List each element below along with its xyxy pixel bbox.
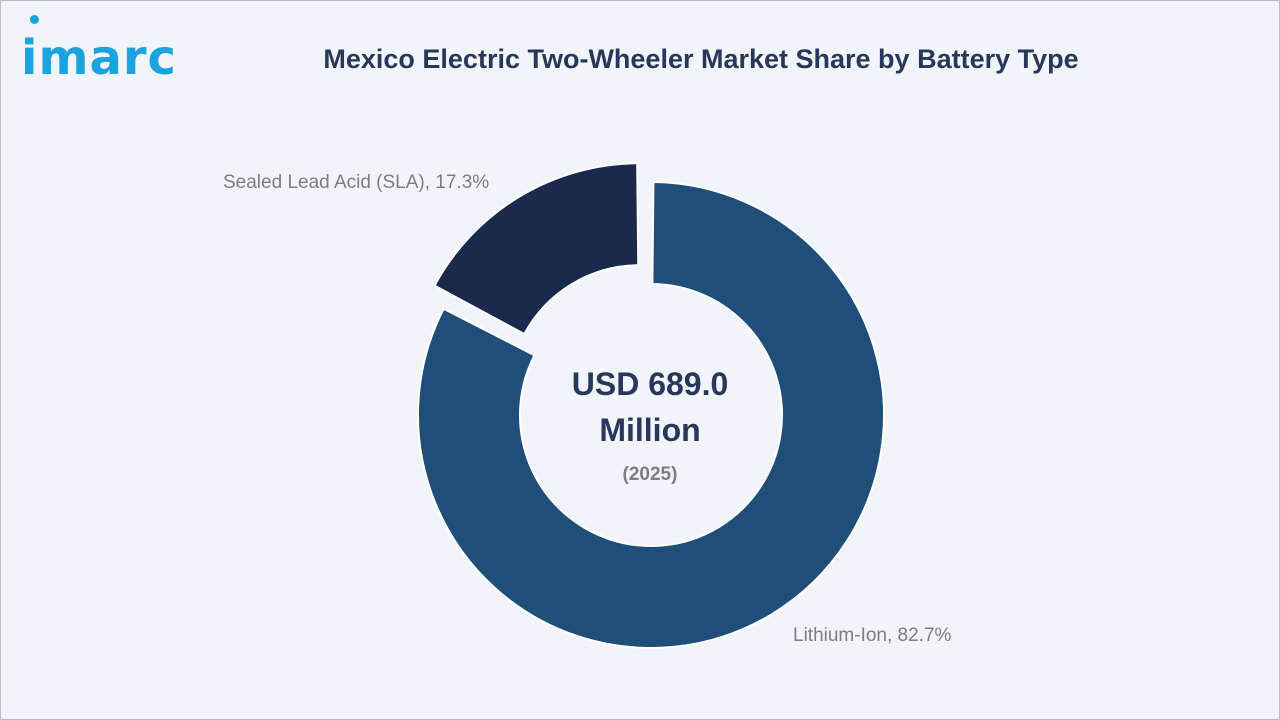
center-value-line1: USD 689.0 — [572, 366, 729, 402]
logo-text: imarc — [21, 30, 177, 86]
imarc-logo: imarc — [21, 13, 201, 83]
logo-dot-icon — [30, 15, 39, 24]
slice-label-sla: Sealed Lead Acid (SLA), 17.3% — [223, 172, 489, 193]
chart-title: Mexico Electric Two-Wheeler Market Share… — [323, 44, 1079, 74]
slice-label-lithium-ion: Lithium-Ion, 82.7% — [793, 625, 952, 646]
donut-slice-lithium-ion — [417, 180, 885, 649]
donut-slice-sealed-lead-acid-sla — [433, 162, 640, 336]
donut-slices — [417, 162, 885, 649]
center-year: (2025) — [623, 464, 678, 485]
center-value-line2: Million — [599, 412, 700, 448]
